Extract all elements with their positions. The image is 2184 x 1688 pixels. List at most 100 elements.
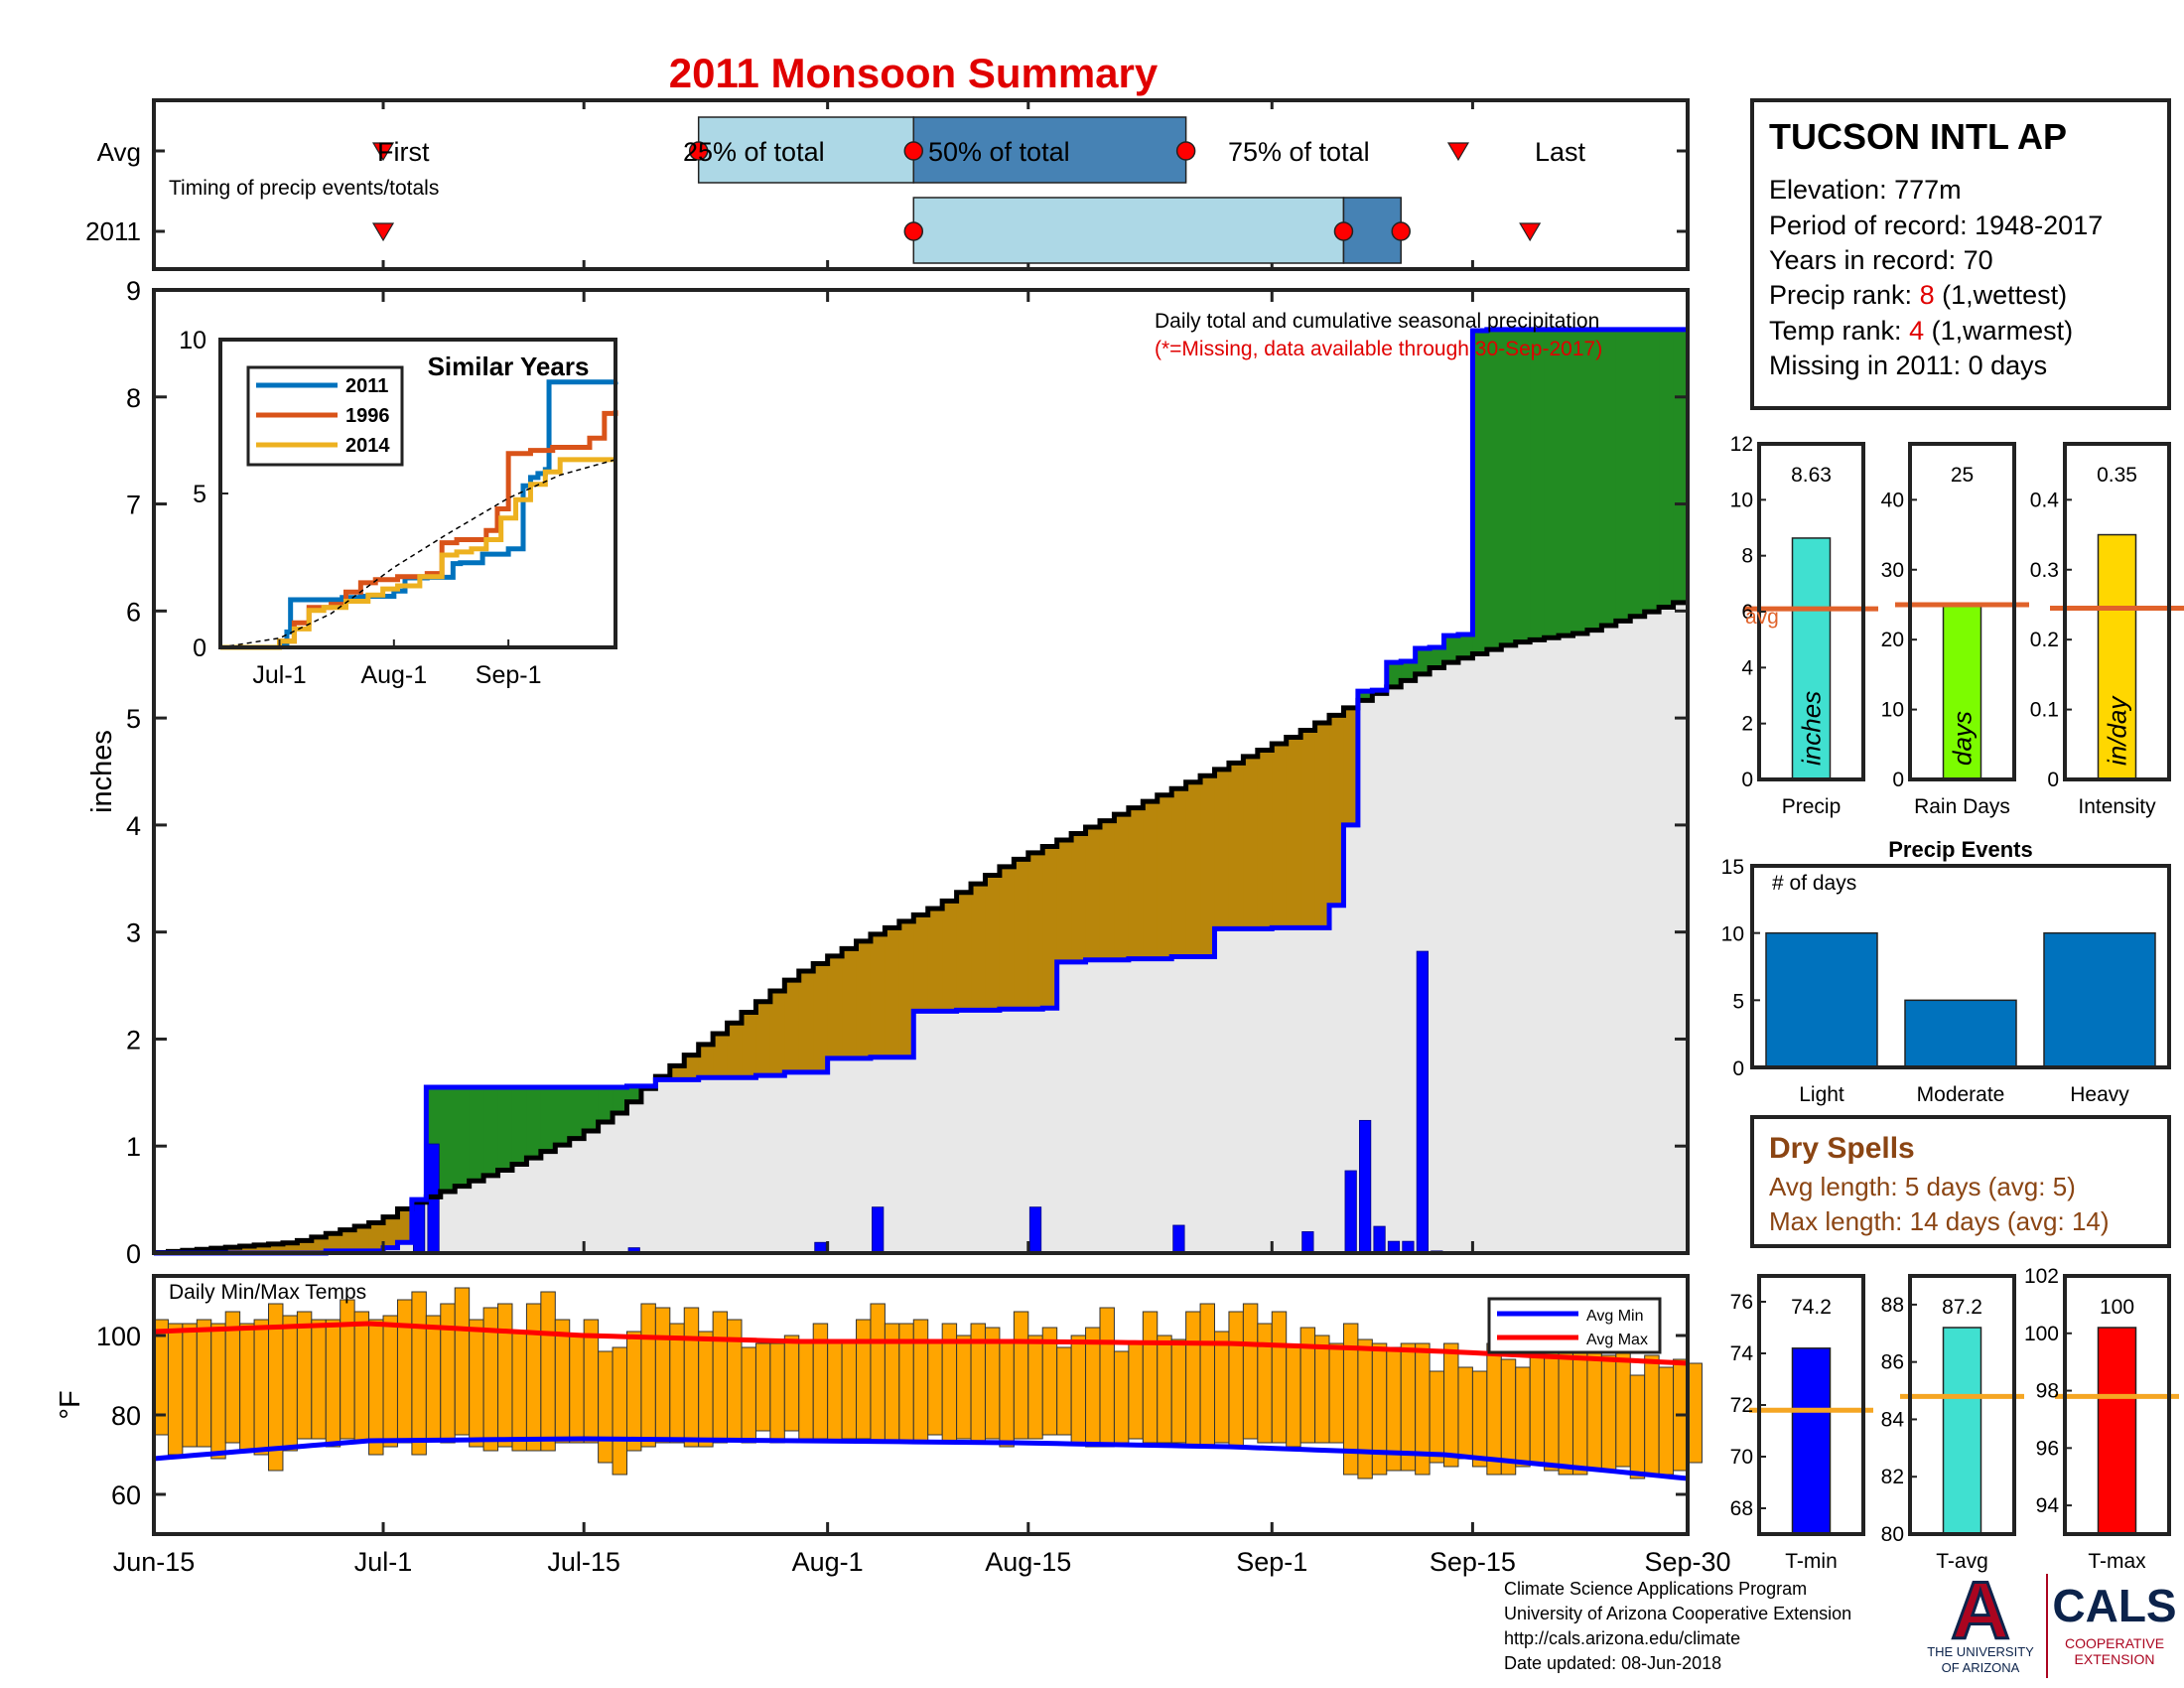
precip-events-bar [1765,931,1878,1068]
timing-q75-label: 75% of total [1228,137,1370,167]
daily-temp-bar [698,1331,714,1448]
daily-temp-bar [253,1319,270,1456]
daily-temp-bar [783,1335,800,1432]
temp-summary-1-bar [1942,1327,1982,1535]
below-avg-area [971,884,987,1011]
daily-temp-bar [1099,1307,1115,1448]
below-avg-area [1014,859,1029,1010]
main-annotation-missing: (*=Missing, data available through 30-Se… [1155,338,1602,360]
below-avg-area [913,914,929,1012]
below-avg-area [684,1055,700,1080]
main-y-tick-label: 6 [126,597,141,627]
above-avg-area [526,1086,542,1159]
daily-temp-bar [754,1342,771,1432]
daily-precip-bar [1344,1170,1357,1254]
temp-summary-2-frame [2063,1274,2171,1536]
below-avg-area [1128,807,1144,959]
daily-temp-bar [841,1342,858,1440]
cumulative-2011-line [154,327,1688,1256]
summary-0-unit-label: inches [1797,691,1827,766]
temp-legend-max-label: Avg Max [1586,1332,1648,1348]
summary-0-y-tick-label: 12 [1730,433,1753,456]
daily-temp-bar [1070,1335,1087,1444]
temp-y-ticks: 60 80 100 [96,1322,1690,1534]
temp-summary-0-y-tick-label: 70 [1730,1446,1753,1469]
x-tick-label: Sep-15 [1430,1547,1516,1577]
daily-temp-bar [1085,1327,1101,1448]
precip-events-category-label: Heavy [2070,1083,2129,1106]
cumulative-lines [154,327,1688,1256]
above-avg-area [1486,329,1502,650]
daily-temp-bar [1113,1350,1130,1444]
daily-temp-bar [511,1331,527,1452]
summary-1-value-label: 25 [1951,464,1974,487]
footer-line-2: University of Arizona Cooperative Extens… [1504,1604,1851,1623]
inset-series-lines [219,379,618,650]
summary-2-y-tick-label: 0.2 [2030,629,2059,651]
daily-temp-bar [569,1335,585,1444]
below-avg-area [842,948,858,1058]
station-elevation: Elevation: 777m [1769,175,1962,205]
below-avg-area [1071,833,1087,962]
avg-first-marker [371,142,395,162]
daily-temp-bar [1658,1366,1675,1476]
dry-spells-box: Dry Spells Avg length: 5 days (avg: 5) M… [1750,1115,2171,1248]
summary-1-unit-label: days [1948,711,1978,766]
daily-temp-bar [368,1319,384,1456]
above-avg-area [1615,329,1631,622]
precip-events-ticks: 0 5 10 15 [1721,856,1760,1080]
daily-temp-bar [1429,1370,1445,1464]
below-avg-area [1228,763,1244,929]
below-avg-area [1272,743,1288,928]
daily-temp-bar [1257,1323,1273,1444]
daily-precip-bar [1172,1224,1185,1254]
below-avg-area [1314,722,1330,928]
temp-summary-2-value-label: 100 [2100,1296,2134,1319]
summary-1-bar [1942,604,1982,780]
x-tick-label: Jun-15 [113,1547,196,1577]
below-avg-area [769,990,785,1076]
daily-temp-bar [612,1346,627,1476]
daily-temp-bar [1242,1303,1259,1440]
timing-q25-label: 25% of total [683,137,825,167]
timing-row-year-label: 2011 [85,216,141,246]
above-avg-area [1544,329,1560,638]
daily-temp-bar [282,1315,298,1452]
avg-max-line [153,1321,1689,1366]
avg-q25-q50-bar [697,116,915,184]
above-avg-area [1659,329,1675,608]
above-avg-area [1415,648,1431,674]
below-avg-area [827,955,843,1058]
avg-q25-marker [688,141,709,161]
temp-summary-1-y-tick-label: 82 [1881,1466,1904,1488]
daily-temp-bar [741,1346,756,1444]
x-tick-label: Sep-30 [1644,1547,1730,1577]
below-avg-area [999,866,1015,1010]
summary-1-y-tick-label: 30 [1881,559,1904,582]
station-name: TUCSON INTL AP [1769,116,2067,157]
summary-2-value-label: 0.35 [2097,464,2137,487]
below-avg-area [798,971,814,1072]
daily-temp-bar [440,1303,456,1444]
ua-logo-line-1: THE UNIVERSITY [1927,1644,2034,1659]
summary-0-y-tick-label: 8 [1741,545,1753,568]
daily-temp-bar [554,1319,571,1444]
station-frame [1750,98,2171,410]
daily-temp-bar [224,1311,241,1444]
above-avg-area [1401,660,1417,681]
below-avg-area [239,1245,255,1253]
temp-summary-0-value-label: 74.2 [1791,1296,1832,1319]
daily-temp-bar [1027,1335,1043,1440]
temp-summary-1-y-tick-label: 84 [1881,1408,1905,1431]
daily-temp-bar [827,1338,843,1444]
ua-logo-line-2: OF ARIZONA [1942,1660,2020,1675]
daily-temp-bar [353,1311,370,1444]
footer-line-3: http://cals.arizona.edu/climate [1504,1628,1740,1648]
below-avg-area [1114,814,1130,960]
precip-events-title: Precip Events [1888,837,2033,862]
precip-main-plot: 0 1 2 3 4 5 6 7 8 9 inches Daily total and cumula… [86,276,1690,1269]
temp-legend-box [1487,1297,1662,1354]
daily-precip-bar [1358,1119,1372,1254]
temp-title: Daily Min/Max Temps [169,1281,366,1304]
daily-temp-bar [525,1303,542,1452]
